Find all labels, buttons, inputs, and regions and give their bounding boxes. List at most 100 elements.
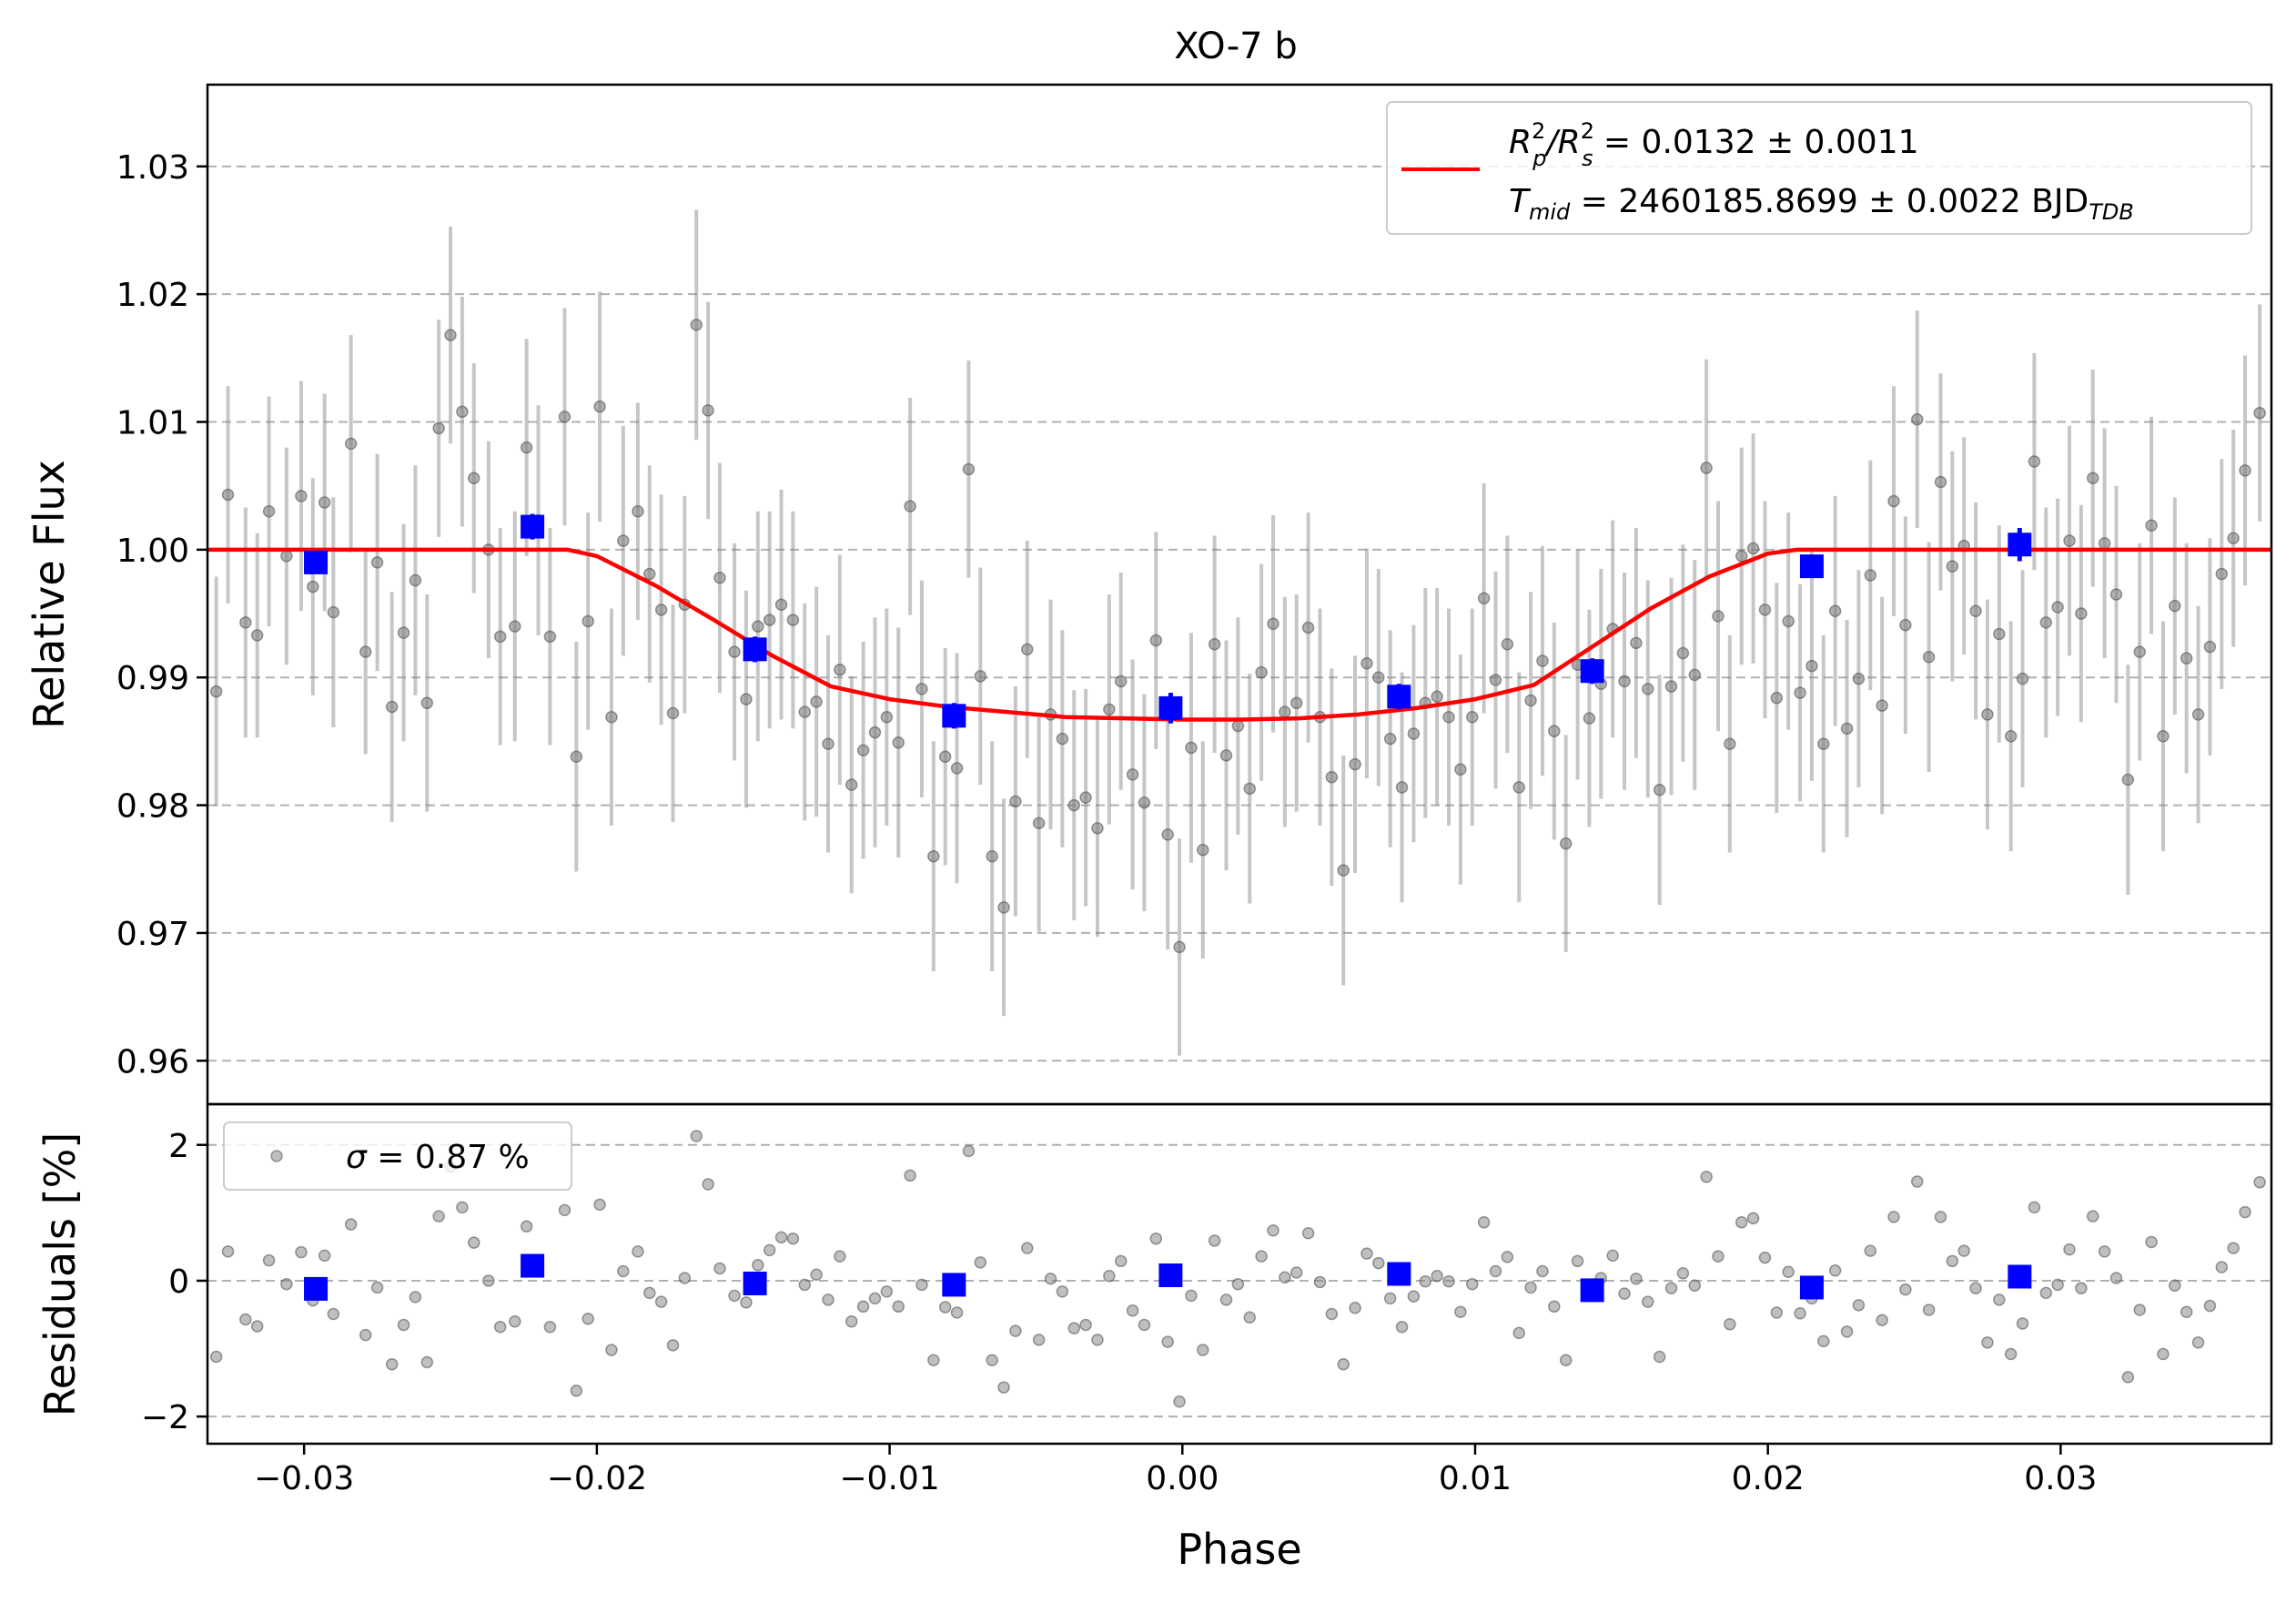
residual-point	[1664, 1282, 1678, 1294]
residual-binned-point	[743, 1271, 767, 1295]
residual-point	[1559, 1354, 1573, 1366]
raw-point	[1501, 637, 1514, 651]
residual-point	[1782, 1265, 1795, 1279]
residuals-plot-panel: −2 0 2 −0.03 −0.02 −0.01 0.00 0.01 0.02 0.03 Res…	[35, 1102, 2273, 1574]
residual-point	[1524, 1281, 1537, 1294]
raw-point	[409, 573, 422, 587]
raw-point	[880, 710, 894, 724]
residual-point	[2215, 1261, 2229, 1273]
residual-point	[409, 1291, 422, 1304]
raw-point	[1899, 618, 1912, 632]
residual-point	[2016, 1317, 2029, 1330]
raw-point	[1559, 837, 1573, 850]
raw-point	[1993, 627, 2006, 641]
raw-point	[1126, 768, 1139, 781]
residuals-y-tick-label: 2	[168, 1128, 189, 1165]
residual-point	[1349, 1302, 1361, 1314]
residual-point	[1770, 1306, 1784, 1319]
residual-point	[786, 1232, 800, 1245]
residual-point	[2133, 1304, 2146, 1316]
residual-point	[678, 1272, 692, 1284]
raw-point	[262, 505, 276, 518]
main-y-tick-label: 1.00	[116, 533, 189, 570]
main-y-axis-ticks: 0.96 0.97 0.98 0.99 1.00 1.01 1.02 1.03	[116, 149, 207, 1081]
residual-point	[2227, 1242, 2240, 1254]
residual-point	[1724, 1317, 1736, 1331]
raw-point	[2004, 730, 2018, 743]
raw-point	[938, 750, 952, 763]
residual-point	[810, 1268, 823, 1281]
main-legend: R2 p/R2 s = 0.0132 ± 0.0011 Tmid = 2460185…	[1386, 101, 2252, 235]
residual-point	[798, 1278, 812, 1292]
legend-tmid-entry: Tmid = 2460185.8699 ± 0.0022 BJDTDB	[1509, 183, 2134, 225]
x-tick-label: 0.02	[1732, 1460, 1805, 1497]
binned-point	[1580, 659, 1604, 684]
raw-point	[1618, 675, 1631, 688]
raw-point	[2239, 464, 2251, 477]
raw-point	[950, 762, 964, 775]
raw-point	[1079, 791, 1092, 804]
residual-point	[1431, 1269, 1443, 1283]
raw-point	[1255, 665, 1268, 679]
residual-point	[1407, 1290, 1421, 1303]
residual-point	[2169, 1279, 2181, 1292]
residual-point	[1383, 1292, 1397, 1305]
residual-point	[643, 1286, 656, 1300]
residual-point	[1653, 1350, 1666, 1364]
residual-point	[962, 1144, 976, 1158]
residual-binned-point	[1799, 1275, 1824, 1300]
main-binned-data-series	[304, 513, 2032, 729]
raw-point	[1583, 712, 1596, 725]
raw-point	[632, 505, 644, 518]
raw-point	[1091, 822, 1104, 835]
residual-point	[1981, 1336, 1994, 1349]
residual-point	[1138, 1318, 1151, 1332]
raw-point	[1969, 604, 1982, 617]
residual-point	[1056, 1285, 1069, 1298]
residual-point	[1197, 1344, 1209, 1356]
raw-point	[1185, 741, 1198, 755]
residuals-y-axis-label: Residuals [%]	[35, 1132, 85, 1416]
residual-point	[1712, 1250, 1725, 1263]
residual-point	[845, 1314, 858, 1328]
residual-point	[1454, 1305, 1467, 1319]
raw-point	[558, 411, 571, 423]
raw-point	[1173, 940, 1186, 954]
residuals-y-tick-label: 0	[168, 1263, 189, 1301]
residual-point	[520, 1220, 533, 1233]
raw-point	[1197, 843, 1209, 857]
raw-point	[2109, 588, 2123, 601]
raw-point	[2215, 567, 2229, 581]
legend-residual-point-swatch	[270, 1150, 283, 1162]
raw-point	[845, 778, 858, 791]
raw-point	[318, 496, 331, 509]
raw-point	[344, 437, 358, 451]
residual-point	[1219, 1294, 1233, 1306]
residual-point	[728, 1289, 741, 1303]
raw-point	[582, 614, 594, 628]
residual-point	[2121, 1371, 2135, 1384]
residual-point	[915, 1278, 928, 1292]
raw-point	[892, 736, 905, 749]
raw-point	[1664, 680, 1678, 693]
raw-point	[1349, 757, 1361, 771]
residual-point	[1501, 1251, 1514, 1263]
main-y-tick-label: 0.99	[116, 660, 189, 697]
residual-point	[1114, 1254, 1128, 1268]
residual-point	[1009, 1324, 1022, 1337]
raw-point	[1032, 817, 1046, 829]
raw-point	[915, 683, 928, 695]
residual-point	[1372, 1256, 1385, 1270]
raw-point	[1630, 636, 1643, 650]
residual-point	[582, 1312, 594, 1325]
residual-point	[1758, 1251, 1772, 1264]
raw-point	[1279, 705, 1291, 718]
raw-point	[1981, 708, 1994, 721]
residual-point	[2109, 1272, 2123, 1284]
raw-point	[359, 645, 372, 658]
raw-point	[752, 620, 764, 633]
residual-point	[509, 1314, 521, 1328]
raw-point	[1442, 710, 1455, 724]
binned-point	[304, 550, 329, 574]
residual-point	[2203, 1299, 2217, 1313]
